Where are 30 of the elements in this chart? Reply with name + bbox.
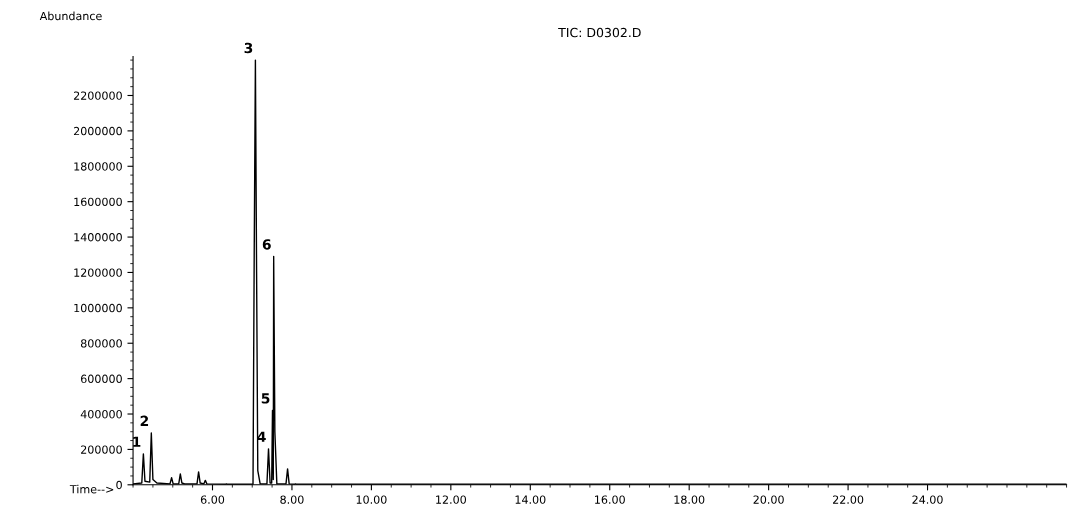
annotation: 4 xyxy=(257,431,266,442)
y-axis-title: Abundance xyxy=(39,11,102,21)
x-axis-title: Time--> xyxy=(69,484,114,494)
y-tick-label: 2000000 xyxy=(73,126,122,136)
x-tick-label: 14.00 xyxy=(515,495,546,504)
y-tick-label: 200000 xyxy=(81,445,122,454)
annotation: 6 xyxy=(262,239,271,250)
x-tick-label: 8.00 xyxy=(280,495,304,504)
y-tick-label: 800000 xyxy=(80,339,122,348)
y-tick-label: 0 xyxy=(116,480,122,490)
y-tick-label: 400000 xyxy=(80,409,122,419)
y-tick-label: 1200000 xyxy=(74,268,122,277)
x-tick-label: 10.00 xyxy=(356,495,387,504)
y-tick-label: 1600000 xyxy=(74,197,122,207)
x-tick-label: 6.00 xyxy=(200,495,225,504)
y-tick-label: 600000 xyxy=(80,374,122,383)
x-tick-label: 12.00 xyxy=(436,495,467,504)
y-tick-label: 1800000 xyxy=(74,162,122,171)
y-tick-label: 1000000 xyxy=(74,303,122,313)
x-tick-label: 16.00 xyxy=(595,495,625,504)
chart-title: TIC: D0302.D xyxy=(558,27,641,38)
y-tick-label: 2200000 xyxy=(73,91,122,100)
x-tick-label: 22.00 xyxy=(832,495,864,504)
x-tick-label: 18.00 xyxy=(674,495,705,504)
x-tick-label: 24.00 xyxy=(912,495,943,504)
annotation: 3 xyxy=(244,42,253,54)
annotation: 5 xyxy=(261,393,270,404)
x-tick-label: 20.00 xyxy=(753,495,784,504)
y-tick-label: 1400000 xyxy=(74,233,122,242)
annotation: 2 xyxy=(140,415,149,426)
